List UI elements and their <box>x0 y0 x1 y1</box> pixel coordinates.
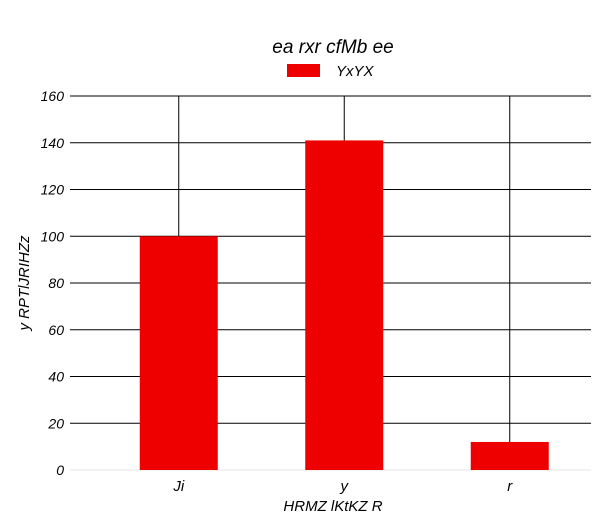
x-tick-labels: Ji y r <box>172 478 513 495</box>
x-axis-label: HRMZ lKtKZ R <box>283 498 382 515</box>
y-tick-label: 160 <box>41 88 65 104</box>
y-tick-label: 80 <box>48 275 64 291</box>
y-tick-label: 0 <box>56 462 64 478</box>
bar <box>470 441 549 470</box>
x-tick-label: r <box>507 478 513 495</box>
x-tick-label: Ji <box>172 478 185 495</box>
x-tick-label: y <box>340 478 350 495</box>
bar <box>139 236 218 470</box>
y-tick-label: 140 <box>41 135 65 151</box>
bars <box>139 140 549 470</box>
y-axis-label: y RPTlJRIHZz <box>16 235 33 331</box>
y-tick-label: 100 <box>41 228 65 244</box>
legend-swatch <box>287 64 320 77</box>
y-tick-label: 60 <box>48 322 64 338</box>
bar <box>305 140 384 470</box>
chart-title: ea rxr cfMb ee <box>272 37 393 58</box>
y-tick-label: 120 <box>41 182 65 198</box>
y-tick-label: 40 <box>48 369 64 385</box>
y-tick-label: 20 <box>47 415 64 431</box>
legend: YxYX <box>287 63 375 80</box>
legend-label: YxYX <box>336 63 375 80</box>
y-tick-labels: 0 20 40 60 80 100 120 140 160 <box>41 88 65 478</box>
